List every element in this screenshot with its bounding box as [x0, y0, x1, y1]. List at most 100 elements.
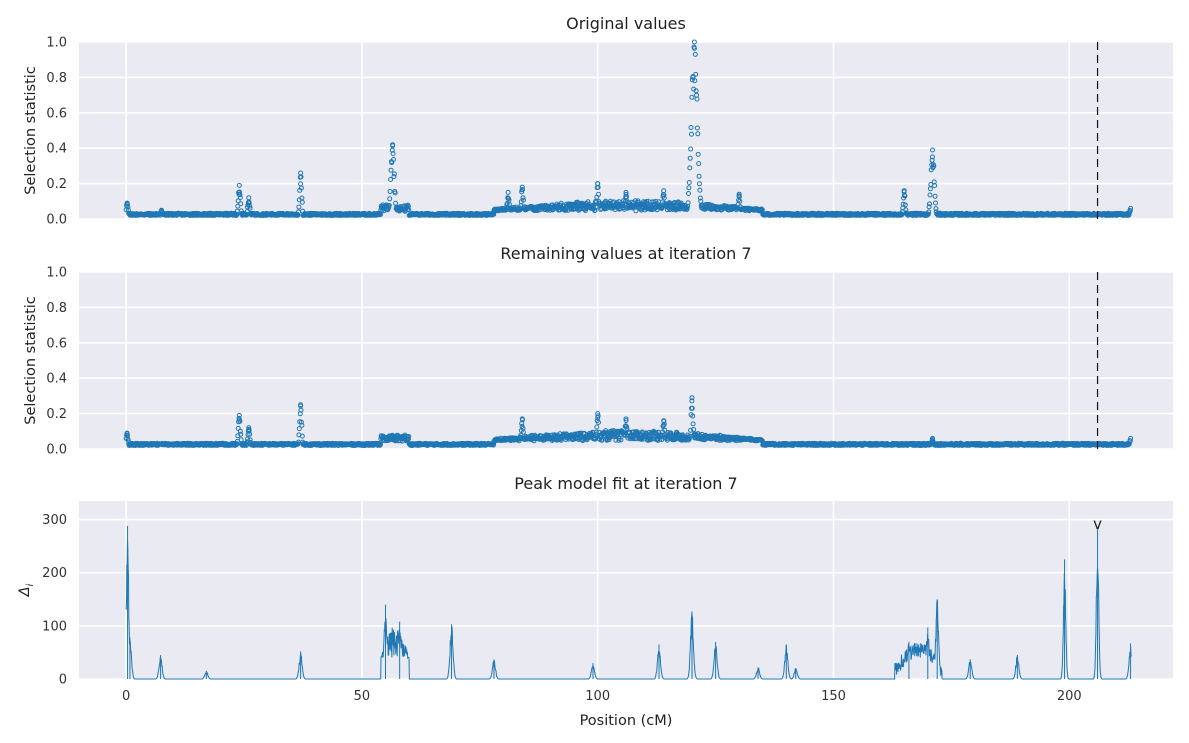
panel-original-values: Original values Selection statistic 0.0 0…: [23, 14, 1173, 228]
data-point: [692, 78, 698, 84]
data-point: [296, 204, 302, 210]
y-tick-label: 0.8: [46, 71, 67, 86]
x-tick-label: 50: [354, 689, 371, 704]
y-tick-label: 0.6: [46, 106, 67, 121]
x-tick-labels: 0 50 100 150 200: [122, 689, 1082, 704]
chart-title: Peak model fit at iteration 7: [514, 474, 737, 493]
data-point: [691, 45, 697, 51]
data-point: [695, 151, 701, 157]
data-point: [675, 199, 681, 205]
data-point: [237, 189, 242, 195]
data-point: [694, 96, 700, 102]
data-point: [689, 77, 695, 83]
data-point: [387, 196, 393, 202]
y-axis-label: Selection statistic: [23, 296, 39, 425]
data-point: [664, 207, 670, 213]
y-axis-label-main: Δ: [17, 586, 33, 597]
plot-area: [79, 42, 1173, 219]
data-point: [390, 151, 396, 157]
data-point: [246, 200, 252, 206]
x-tick-label: 200: [1057, 689, 1082, 704]
data-point: [697, 187, 703, 193]
data-point: [689, 131, 694, 137]
data-point: [247, 205, 253, 211]
data-point: [520, 187, 525, 193]
y-tick-label: 0.8: [46, 301, 67, 316]
data-point: [687, 155, 693, 161]
data-point: [697, 181, 702, 187]
x-tick-label: 100: [585, 689, 610, 704]
data-point: [247, 203, 253, 209]
data-point: [651, 199, 657, 205]
chart-title: Remaining values at iteration 7: [500, 244, 751, 263]
data-point: [692, 51, 698, 57]
data-point: [696, 161, 702, 167]
y-axis-label-subscript: i: [25, 583, 36, 586]
data-point: [387, 189, 393, 194]
y-tick-label: 1.0: [46, 266, 67, 281]
data-point: [406, 207, 412, 213]
data-point: [299, 199, 305, 205]
data-point: [238, 201, 244, 207]
data-point: [237, 192, 243, 198]
y-tick-label: 0.4: [46, 372, 67, 387]
y-tick-labels: 0.00.20.40.60.81.0: [46, 36, 67, 228]
data-point: [688, 146, 694, 152]
y-tick-label: 0.4: [46, 142, 67, 157]
data-point: [391, 174, 397, 180]
y-axis-label: Δi: [17, 583, 36, 597]
data-point: [695, 131, 701, 137]
data-point: [391, 171, 397, 177]
data-point: [696, 173, 702, 179]
data-point: [684, 205, 690, 211]
y-tick-label: 0.0: [46, 213, 67, 228]
gridlines: [79, 41, 1173, 220]
plot-area: [79, 501, 1173, 679]
data-point: [392, 190, 398, 196]
data-point: [683, 204, 689, 210]
data-point: [686, 180, 692, 185]
data-point: [237, 195, 243, 201]
data-point: [593, 199, 599, 205]
data-point: [616, 199, 622, 205]
data-point: [388, 177, 394, 182]
data-point: [688, 125, 694, 130]
data-point: [693, 71, 699, 77]
data-point: [686, 185, 692, 191]
data-point: [235, 203, 241, 209]
y-tick-label: 1.0: [46, 36, 67, 51]
data-point: [689, 94, 695, 100]
y-axis-label: Selection statistic: [23, 66, 39, 195]
y-tick-labels: 0.0 0.2 0.4 0.6 0.8 1.0: [46, 266, 67, 458]
data-point: [686, 191, 691, 196]
data-point: [737, 198, 743, 204]
data-point: [391, 157, 396, 162]
data-point: [596, 191, 601, 197]
data-point: [694, 125, 700, 131]
data-point: [520, 195, 526, 201]
data-point: [697, 195, 703, 201]
data-point: [377, 212, 383, 218]
data-points: [123, 39, 1134, 218]
y-tick-label: 0.6: [46, 336, 67, 351]
data-point: [623, 191, 629, 197]
data-point: [585, 199, 591, 205]
y-tick-label: 300: [42, 513, 67, 528]
data-point: [388, 167, 394, 173]
data-point: [661, 195, 667, 201]
y-tick-label: 0.2: [46, 407, 67, 422]
peak-annotation: v: [1093, 515, 1102, 533]
y-tick-label: 200: [42, 566, 67, 581]
x-axis-label: Position (cM): [580, 713, 673, 729]
panel-remaining-values: Remaining values at iteration 7 Selectio…: [23, 244, 1173, 458]
y-tick-label: 0.0: [46, 443, 67, 458]
data-point: [687, 165, 693, 171]
x-tick-label: 150: [821, 689, 846, 704]
data-point: [520, 197, 526, 203]
data-point: [386, 203, 392, 208]
chart-title: Original values: [566, 14, 686, 33]
y-tick-label: 100: [42, 619, 67, 634]
data-point: [298, 185, 304, 191]
